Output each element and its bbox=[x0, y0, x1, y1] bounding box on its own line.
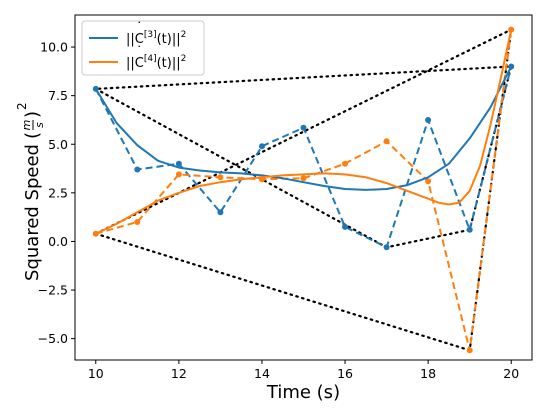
control-point-1-8 bbox=[383, 244, 390, 251]
control-point-1-10 bbox=[466, 226, 473, 233]
convex-hull-blue bbox=[94, 65, 513, 249]
legend-label-1: ||C[3](t)||2 bbox=[126, 30, 186, 47]
x-tick-label: 12 bbox=[171, 366, 187, 381]
y-tick-label: −5.0 bbox=[38, 331, 68, 346]
control-point-2-11 bbox=[508, 26, 515, 33]
y-axis-label-main: Squared Speed bbox=[22, 144, 43, 281]
curve-layer bbox=[94, 29, 513, 235]
y-tick-label: 0.0 bbox=[48, 234, 68, 249]
control-point-1-6 bbox=[300, 124, 307, 131]
y-tick-label: 10.0 bbox=[40, 40, 68, 55]
control-point-2-9 bbox=[425, 178, 432, 185]
control-point-2-3 bbox=[175, 171, 182, 178]
control-point-2-7 bbox=[342, 160, 348, 167]
control-point-1-9 bbox=[425, 117, 432, 123]
x-tick-label: 14 bbox=[254, 366, 270, 381]
y-tick-label: 5.0 bbox=[48, 137, 68, 152]
control-point-1-2 bbox=[134, 166, 141, 173]
convex-hull-layer bbox=[94, 27, 513, 352]
x-axis-label: Time (s) bbox=[266, 382, 340, 403]
curve-series-2 bbox=[95, 29, 513, 235]
control-point-2-6 bbox=[300, 175, 307, 182]
x-tick-label: 10 bbox=[88, 366, 104, 381]
control-polygon-layer bbox=[92, 26, 515, 354]
x-tick-label: 18 bbox=[420, 366, 436, 381]
y-axis-ticks: −5.0 −2.5 0.0 2.5 5.0 7.5 10.0 bbox=[38, 40, 75, 346]
legend: ||C[3](t)||2˙||C[4](t)||2˙ bbox=[81, 20, 205, 76]
y-tick-label: 7.5 bbox=[48, 88, 68, 103]
control-point-1-5 bbox=[259, 143, 265, 150]
curve-series-1 bbox=[94, 66, 513, 191]
y-axis-label-unit-denominator: s bbox=[33, 122, 46, 128]
y-axis-label-close-paren: ) bbox=[22, 111, 43, 118]
x-tick-label: 16 bbox=[337, 366, 353, 381]
x-axis-ticks: 10 12 14 16 18 20 bbox=[88, 360, 519, 381]
x-tick-label: 20 bbox=[503, 366, 519, 381]
control-point-1-7 bbox=[342, 223, 348, 230]
legend-label-2: ||C[4](t)||2 bbox=[126, 54, 186, 71]
control-point-2-10 bbox=[466, 347, 473, 354]
control-point-2-8 bbox=[383, 138, 390, 145]
y-axis-label-unit-numerator: m bbox=[20, 120, 33, 131]
y-axis-label-open-paren: ( bbox=[22, 132, 43, 139]
control-point-1-3 bbox=[175, 160, 182, 167]
y-tick-label: −2.5 bbox=[38, 283, 68, 298]
y-axis-label-exponent: 2 bbox=[15, 102, 29, 110]
control-polygon-1 bbox=[94, 66, 513, 249]
plot-frame bbox=[74, 14, 533, 361]
y-axis-label: Squared Speed ( m s ) 2 bbox=[15, 102, 46, 281]
y-tick-label: 2.5 bbox=[48, 185, 68, 200]
control-point-2-2 bbox=[134, 219, 141, 225]
control-point-1-4 bbox=[217, 209, 224, 216]
legend-dot-1: ˙ bbox=[136, 21, 143, 36]
legend-dot-2: ˙ bbox=[136, 45, 143, 60]
control-point-2-4 bbox=[217, 174, 224, 181]
